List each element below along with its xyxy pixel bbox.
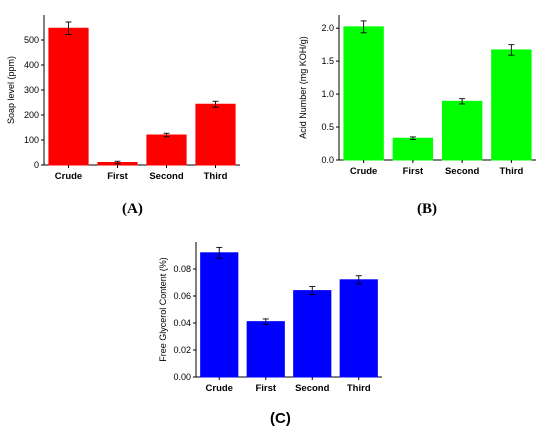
chart-c-free-glycerol: 0.00 0.02 0.04 0.06 0.08 Free Glycerol Conten… xyxy=(158,242,382,394)
bar xyxy=(48,27,89,166)
x-tick-label: Crude xyxy=(206,383,233,394)
y-axis-label: Free Glycerol Content (%) xyxy=(158,257,168,362)
chart-b-acid-number: 0.0 0.5 1.0 1.5 2.0 Acid Number (mg KOH/g) Cru… xyxy=(298,15,536,177)
bar xyxy=(339,279,378,378)
x-tick-label: Second xyxy=(149,171,184,182)
x-tick-label: Crude xyxy=(55,171,82,182)
y-tick-label: 0.5 xyxy=(321,122,334,132)
y-tick-label: 0 xyxy=(34,160,39,170)
bar xyxy=(343,26,384,161)
y-tick-label: 500 xyxy=(24,35,39,45)
x-tick-label: First xyxy=(255,383,276,394)
x-tick-label: Third xyxy=(347,383,371,394)
panel-label-c: (C) xyxy=(270,410,291,427)
y-tick-label: 0.08 xyxy=(173,264,191,274)
y-tick-label: 100 xyxy=(24,135,39,145)
x-tick-label: Second xyxy=(445,166,480,177)
y-tick-label: 400 xyxy=(24,60,39,70)
y-tick-label: 1.0 xyxy=(321,89,334,99)
y-tick-label: 0.02 xyxy=(173,345,191,355)
bar xyxy=(491,49,532,161)
y-tick-label: 1.5 xyxy=(321,56,334,66)
panel-label-b: (B) xyxy=(417,201,437,217)
bar xyxy=(146,134,187,166)
y-axis-label: Acid Number (mg KOH/g) xyxy=(298,36,308,139)
x-tick-label: Crude xyxy=(350,166,377,177)
y-tick-label: 2.0 xyxy=(321,23,334,33)
panel-label-a: (A) xyxy=(122,201,143,217)
bar xyxy=(293,290,332,378)
y-tick-label: 0.0 xyxy=(321,155,334,165)
bar xyxy=(392,137,434,161)
bar xyxy=(200,252,239,378)
y-tick-label: 200 xyxy=(24,110,39,120)
bar xyxy=(246,321,285,378)
y-tick-label: 300 xyxy=(24,85,39,95)
y-tick-label: 0.06 xyxy=(173,291,191,301)
bar xyxy=(195,103,236,166)
x-tick-label: First xyxy=(403,166,424,177)
x-tick-label: Third xyxy=(204,171,228,182)
y-tick-label: 0.00 xyxy=(173,372,191,382)
chart-a-soap-level: 0 100 200 300 400 500 Soap level (ppm) Crude Fir… xyxy=(6,15,240,182)
bar xyxy=(441,100,483,161)
y-axis-label: Soap level (ppm) xyxy=(6,56,16,124)
x-tick-label: Second xyxy=(295,383,330,394)
y-tick-label: 0.04 xyxy=(173,318,191,328)
x-tick-label: First xyxy=(107,171,128,182)
x-tick-label: Third xyxy=(500,166,524,177)
